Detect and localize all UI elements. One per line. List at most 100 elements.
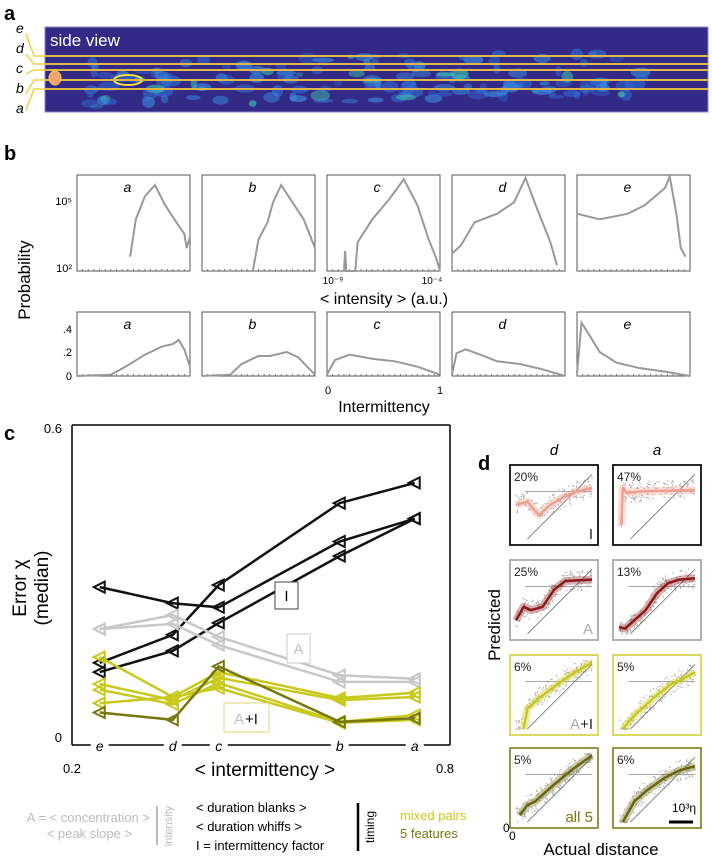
plume-blob [475,89,488,94]
scatter-point [544,514,546,517]
scatter-point [693,584,695,586]
scatter-point [658,696,661,698]
scatter-point [569,668,572,670]
marker-mixed-pairs [91,696,106,711]
x-category-e: e [96,738,104,754]
scatter-point [590,669,593,672]
histogram-curve-d [451,175,558,266]
scatter-point [661,693,664,695]
scatter-point [664,575,667,577]
plume-blob [450,68,469,80]
c-xlabel: < intermittency > [195,760,335,781]
scatter-point [554,690,557,692]
scatter-point [535,794,538,797]
plume-blob [81,99,99,108]
scatter-point [681,683,683,685]
scatter-point [659,583,661,585]
plume-blob [395,72,414,81]
scatter-point [652,775,655,778]
scatter-point [536,611,538,613]
scatter-point [682,584,685,587]
scatter-point [544,503,546,505]
scatter-point [647,791,650,794]
scatter-point [565,684,568,686]
scatter-point [562,488,564,490]
sampling-line-leader [25,53,45,65]
scatter-point [541,701,543,704]
scatter-point [518,720,520,722]
axis-gap [405,738,424,752]
scatter-point [686,759,688,761]
scatter-point [566,668,568,671]
scatter-point [658,481,660,483]
scatter-point [632,719,635,721]
scatter-point [689,770,692,772]
c-ylabel-1: Error χ [10,559,31,617]
scatter-point [642,782,645,785]
sampling-line-leader [25,88,45,111]
scatter-point [687,761,690,764]
scatter-point [629,803,631,806]
scatter-point [691,678,693,681]
scatter-point [537,793,539,796]
scatter-point [520,498,523,501]
scatter-point [642,618,644,620]
scatter-point [678,676,681,679]
scatter-point [530,793,533,796]
scatter-point [567,574,569,577]
scatter-point [679,681,681,683]
scatter-point [516,509,519,512]
scatter-point [687,484,689,486]
tag-I-box [274,581,299,610]
scatter-point [550,692,552,694]
scatter-point [580,496,582,499]
scatter-point [624,483,626,485]
scatter-point [559,784,562,787]
scatter-point [639,788,641,790]
scatter-point [634,623,637,625]
scatter-point [537,605,539,607]
scatter-point [558,489,560,491]
scatter-point [564,571,566,574]
marker-5-features [91,705,106,720]
histogram-label-b: b [249,179,257,195]
plume-blob [165,72,173,78]
scatter-point [534,693,536,696]
scatter-point [550,685,552,687]
scatter-point [538,800,541,802]
scatter-point [673,487,675,489]
scatter-point [552,494,554,496]
plume-blob [562,90,581,98]
scatter-point [672,480,674,482]
scatter-point [557,785,559,788]
scatter-point [675,767,677,769]
scatter-point [667,588,670,590]
d-col-label-d: d [550,442,559,459]
scatter-point [577,587,580,589]
scatter-point [572,758,574,760]
scatter-point [546,798,548,801]
scatter-point [629,485,632,487]
scatter-point [524,615,527,618]
scatter-point [541,514,544,517]
scatter-point [652,484,654,487]
scatter-point [646,485,648,488]
b-bottom-xlabel: Intermittency [338,399,430,416]
scatter-point [683,481,686,483]
scatter-point [626,821,628,823]
scatter-point [623,484,625,486]
marker-intensity [331,668,346,683]
scatter-point [667,681,669,683]
scatter-point [589,484,591,486]
scatter-point [544,597,546,599]
scatter-point [637,804,640,807]
scatter-point [515,728,518,730]
scatter-point [563,673,566,675]
scatter-point [536,790,539,792]
model-label: I [589,526,593,543]
marker-timing [210,600,225,615]
scatter-point [652,687,655,690]
side-view-title: side view [50,31,121,50]
scatter-point [685,777,687,780]
